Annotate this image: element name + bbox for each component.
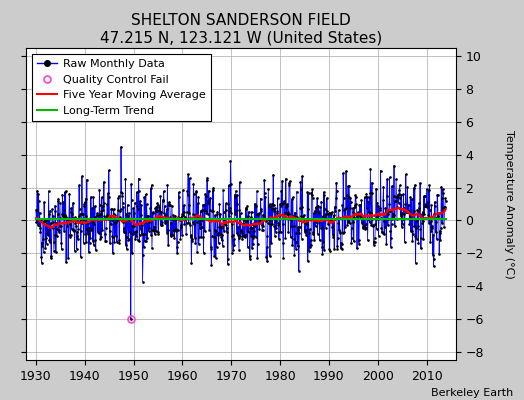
Y-axis label: Temperature Anomaly (°C): Temperature Anomaly (°C): [504, 130, 514, 278]
Title: SHELTON SANDERSON FIELD
47.215 N, 123.121 W (United States): SHELTON SANDERSON FIELD 47.215 N, 123.12…: [100, 13, 382, 46]
Text: Berkeley Earth: Berkeley Earth: [431, 388, 514, 398]
Legend: Raw Monthly Data, Quality Control Fail, Five Year Moving Average, Long-Term Tren: Raw Monthly Data, Quality Control Fail, …: [32, 54, 211, 121]
